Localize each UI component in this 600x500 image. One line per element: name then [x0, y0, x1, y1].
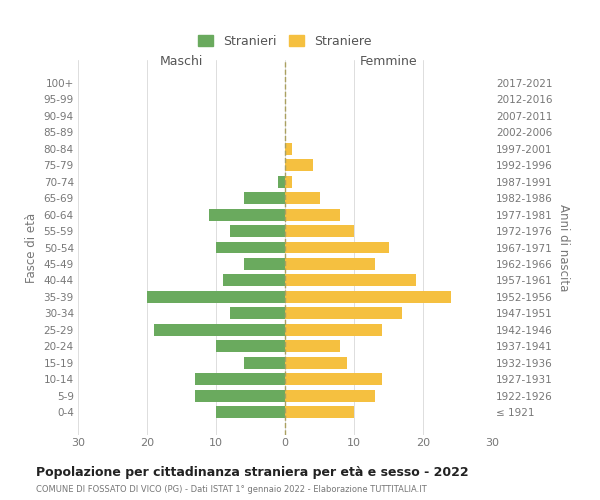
Bar [244, 192, 285, 204]
Y-axis label: Anni di nascita: Anni di nascita [557, 204, 569, 291]
Bar [285, 291, 451, 303]
Text: COMUNE DI FOSSATO DI VICO (PG) - Dati ISTAT 1° gennaio 2022 - Elaborazione TUTTI: COMUNE DI FOSSATO DI VICO (PG) - Dati IS… [36, 485, 427, 494]
Bar [278, 176, 285, 188]
Bar [216, 340, 285, 352]
Bar [209, 208, 285, 220]
Bar [230, 308, 285, 319]
Bar [223, 274, 285, 286]
Bar [154, 324, 285, 336]
Bar [285, 192, 320, 204]
Bar [285, 258, 374, 270]
Bar [196, 390, 285, 402]
Bar [285, 340, 340, 352]
Bar [285, 242, 389, 254]
Bar [244, 258, 285, 270]
Bar [285, 308, 402, 319]
Bar [196, 373, 285, 385]
Bar [216, 242, 285, 254]
Bar [285, 143, 292, 154]
Text: Femmine: Femmine [359, 55, 418, 68]
Bar [230, 225, 285, 237]
Bar [216, 406, 285, 418]
Bar [147, 291, 285, 303]
Legend: Stranieri, Straniere: Stranieri, Straniere [192, 28, 378, 54]
Bar [285, 390, 374, 402]
Bar [285, 225, 354, 237]
Text: Maschi: Maschi [160, 55, 203, 68]
Y-axis label: Fasce di età: Fasce di età [25, 212, 38, 282]
Bar [285, 324, 382, 336]
Bar [285, 356, 347, 368]
Bar [285, 373, 382, 385]
Bar [244, 356, 285, 368]
Bar [285, 406, 354, 418]
Bar [285, 176, 292, 188]
Bar [285, 208, 340, 220]
Bar [285, 274, 416, 286]
Bar [285, 160, 313, 171]
Text: Popolazione per cittadinanza straniera per età e sesso - 2022: Popolazione per cittadinanza straniera p… [36, 466, 469, 479]
